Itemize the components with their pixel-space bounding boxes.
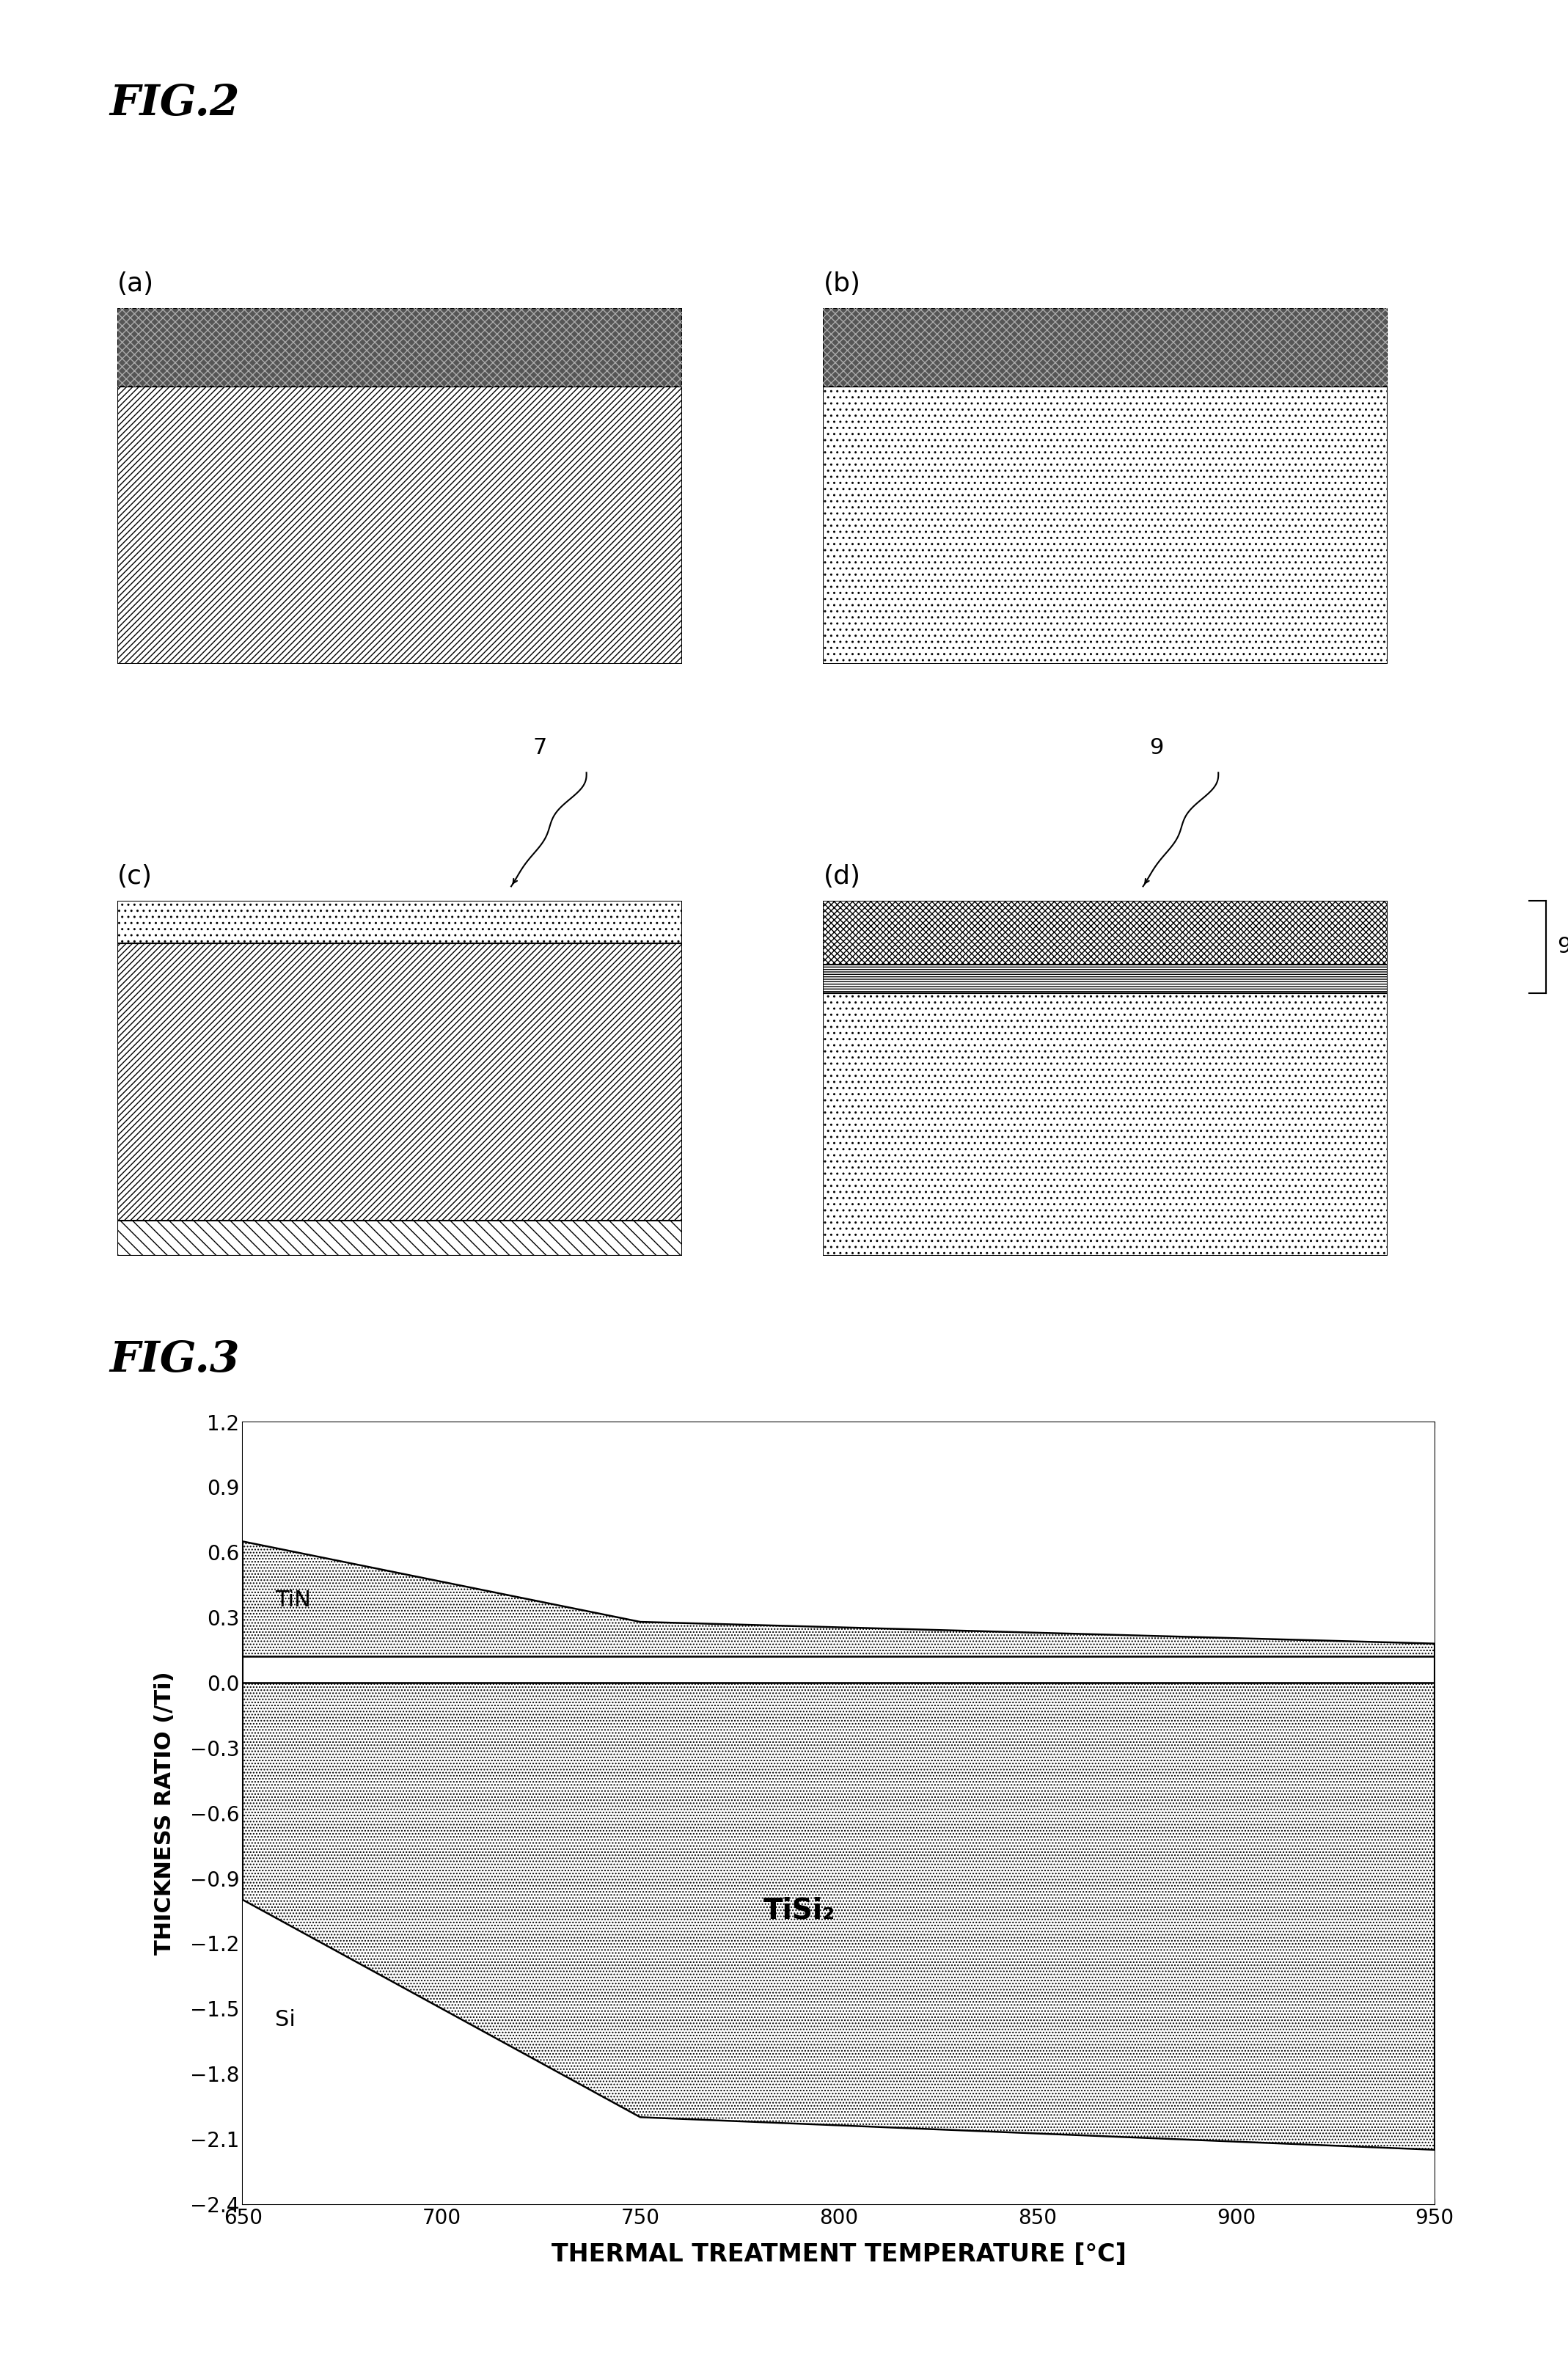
- Bar: [118, 943, 682, 1221]
- Text: 7: 7: [533, 737, 547, 758]
- Bar: [118, 943, 682, 1221]
- Text: (d): (d): [823, 863, 861, 889]
- Polygon shape: [243, 1422, 1435, 1645]
- Polygon shape: [243, 1540, 1435, 1657]
- Text: (a): (a): [118, 270, 154, 296]
- Bar: [823, 386, 1388, 664]
- Polygon shape: [243, 1901, 1435, 2204]
- Bar: [823, 993, 1388, 1256]
- Text: Si: Si: [274, 2010, 295, 2031]
- X-axis label: THERMAL TREATMENT TEMPERATURE [°C]: THERMAL TREATMENT TEMPERATURE [°C]: [552, 2242, 1126, 2266]
- Bar: [823, 386, 1388, 664]
- Text: 9: 9: [1149, 737, 1163, 758]
- Bar: [823, 308, 1388, 386]
- Bar: [118, 901, 682, 943]
- Text: TiN: TiN: [274, 1590, 310, 1612]
- Bar: [823, 308, 1388, 386]
- Bar: [823, 993, 1388, 1256]
- Bar: [823, 901, 1388, 965]
- Bar: [118, 1221, 682, 1256]
- Bar: [118, 386, 682, 664]
- Bar: [118, 1221, 682, 1256]
- Bar: [118, 308, 682, 386]
- Bar: [823, 965, 1388, 993]
- Text: 9: 9: [1557, 936, 1568, 957]
- Bar: [823, 901, 1388, 965]
- Polygon shape: [243, 1683, 1435, 2150]
- Text: (b): (b): [823, 270, 861, 296]
- Text: FIG.2: FIG.2: [110, 83, 240, 123]
- Text: TiSi₂: TiSi₂: [764, 1896, 836, 1924]
- Y-axis label: THICKNESS RATIO (/Ti): THICKNESS RATIO (/Ti): [154, 1671, 176, 1955]
- Bar: [118, 386, 682, 664]
- Bar: [118, 308, 682, 386]
- Bar: [118, 901, 682, 943]
- Text: FIG.3: FIG.3: [110, 1339, 240, 1379]
- Text: (c): (c): [118, 863, 152, 889]
- Bar: [823, 965, 1388, 993]
